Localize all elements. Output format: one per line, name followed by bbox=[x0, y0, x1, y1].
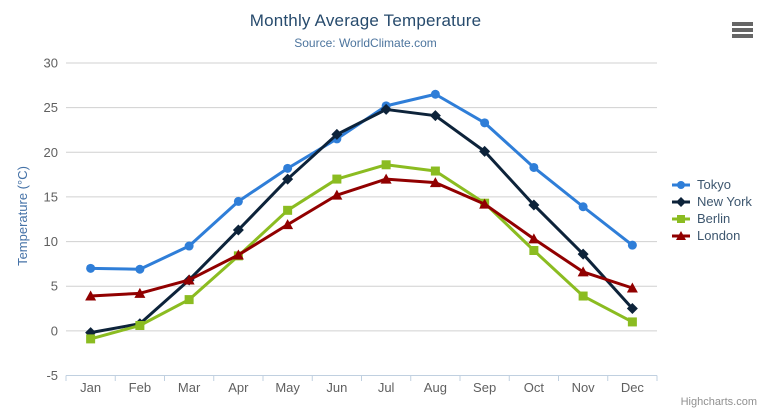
x-axis-label: Sep bbox=[473, 380, 496, 395]
point-new-york-sep[interactable] bbox=[479, 145, 491, 157]
chart-subtitle: Source: WorldClimate.com bbox=[294, 36, 437, 50]
point-london-aug[interactable] bbox=[429, 177, 441, 188]
point-london-oct[interactable] bbox=[528, 233, 540, 244]
x-axis-label: Jul bbox=[378, 380, 395, 395]
y-axis-title: Temperature (°C) bbox=[15, 166, 30, 266]
x-axis-label: Jan bbox=[80, 380, 101, 395]
legend-item-london[interactable]: London bbox=[671, 227, 752, 244]
point-berlin-nov[interactable] bbox=[578, 291, 588, 301]
point-tokyo-dec[interactable] bbox=[627, 240, 637, 250]
point-london-nov[interactable] bbox=[577, 266, 589, 277]
point-new-york-dec[interactable] bbox=[626, 303, 638, 315]
legend-item-tokyo[interactable]: Tokyo bbox=[671, 176, 752, 193]
x-axis-label: Jun bbox=[326, 380, 347, 395]
y-axis-label: 20 bbox=[44, 145, 58, 160]
point-berlin-aug[interactable] bbox=[430, 166, 440, 176]
y-axis-label: 0 bbox=[51, 323, 58, 338]
series-line-berlin bbox=[90, 163, 634, 341]
point-new-york-oct[interactable] bbox=[528, 199, 540, 211]
point-new-york-jun[interactable] bbox=[331, 128, 343, 140]
legend-marker-new-york bbox=[676, 196, 686, 207]
point-new-york-jul[interactable] bbox=[380, 103, 392, 115]
point-london-jan[interactable] bbox=[85, 290, 97, 301]
diamond-marker-icon bbox=[672, 196, 690, 207]
legend-item-berlin[interactable]: Berlin bbox=[671, 210, 752, 227]
x-axis-label: Feb bbox=[129, 380, 151, 395]
point-berlin-oct[interactable] bbox=[529, 246, 539, 255]
triangle-marker-icon bbox=[672, 230, 690, 240]
point-tokyo-apr[interactable] bbox=[233, 196, 243, 206]
y-axis-label: 30 bbox=[44, 56, 58, 71]
highcharts-credits[interactable]: Highcharts.com bbox=[680, 396, 757, 408]
series-line-new-york bbox=[90, 107, 634, 335]
point-london-mar[interactable] bbox=[183, 274, 195, 285]
point-new-york-may[interactable] bbox=[282, 173, 294, 185]
point-tokyo-sep[interactable] bbox=[480, 118, 490, 128]
x-axis-label: Apr bbox=[228, 380, 249, 395]
point-new-york-aug[interactable] bbox=[429, 110, 441, 122]
x-axis-label: Aug bbox=[424, 380, 447, 395]
hamburger-icon bbox=[731, 34, 753, 38]
legend-marker-berlin bbox=[677, 214, 685, 223]
x-axis-label: Dec bbox=[621, 380, 645, 395]
legend-marker-london bbox=[676, 230, 686, 240]
point-tokyo-mar[interactable] bbox=[184, 241, 194, 251]
square-marker-icon bbox=[672, 214, 690, 223]
context-menu-button[interactable] bbox=[727, 18, 757, 42]
y-axis-label: 10 bbox=[44, 234, 58, 249]
y-axis-label: 15 bbox=[44, 189, 58, 204]
x-axis-label: Oct bbox=[524, 380, 545, 395]
point-tokyo-nov[interactable] bbox=[578, 202, 588, 212]
point-london-dec[interactable] bbox=[626, 282, 638, 293]
x-axis-label: Nov bbox=[572, 380, 596, 395]
point-berlin-may[interactable] bbox=[283, 205, 293, 215]
chart-title: Monthly Average Temperature bbox=[249, 11, 482, 30]
point-tokyo-aug[interactable] bbox=[430, 89, 440, 99]
point-london-sep[interactable] bbox=[479, 198, 491, 209]
circle-marker-icon bbox=[672, 180, 690, 189]
hamburger-icon bbox=[731, 22, 753, 26]
point-berlin-dec[interactable] bbox=[627, 317, 637, 327]
point-berlin-jul[interactable] bbox=[381, 160, 391, 170]
legend-item-new-york[interactable]: New York bbox=[671, 193, 752, 210]
point-london-jul[interactable] bbox=[380, 173, 392, 184]
y-axis-label: -5 bbox=[46, 368, 58, 383]
y-axis-label: 5 bbox=[51, 279, 58, 294]
legend-label: Tokyo bbox=[697, 177, 731, 192]
series-new-york bbox=[85, 103, 638, 339]
point-tokyo-feb[interactable] bbox=[135, 264, 145, 274]
series-berlin bbox=[86, 160, 637, 344]
x-axis-label: May bbox=[275, 380, 300, 395]
legend: Tokyo New York Berlin London bbox=[671, 176, 752, 244]
point-tokyo-jan[interactable] bbox=[86, 263, 96, 273]
point-london-feb[interactable] bbox=[134, 287, 146, 298]
point-london-jun[interactable] bbox=[331, 189, 343, 200]
hamburger-icon bbox=[731, 28, 753, 32]
legend-label: London bbox=[697, 228, 741, 243]
point-berlin-feb[interactable] bbox=[135, 321, 145, 330]
legend-marker-tokyo bbox=[677, 180, 685, 189]
series-london bbox=[85, 173, 638, 301]
y-axis-label: 25 bbox=[44, 100, 58, 115]
point-tokyo-may[interactable] bbox=[283, 163, 293, 173]
point-berlin-jun[interactable] bbox=[332, 174, 342, 184]
point-london-may[interactable] bbox=[282, 219, 294, 230]
point-new-york-nov[interactable] bbox=[577, 248, 589, 260]
legend-label: New York bbox=[697, 194, 752, 209]
series-line-london bbox=[90, 177, 633, 298]
legend-label: Berlin bbox=[697, 211, 731, 226]
x-axis-label: Mar bbox=[178, 380, 201, 395]
point-tokyo-oct[interactable] bbox=[529, 162, 539, 172]
point-new-york-apr[interactable] bbox=[232, 224, 244, 236]
point-berlin-jan[interactable] bbox=[86, 334, 96, 344]
point-london-apr[interactable] bbox=[232, 249, 244, 260]
series-tokyo bbox=[86, 89, 637, 274]
point-berlin-mar[interactable] bbox=[184, 295, 194, 305]
